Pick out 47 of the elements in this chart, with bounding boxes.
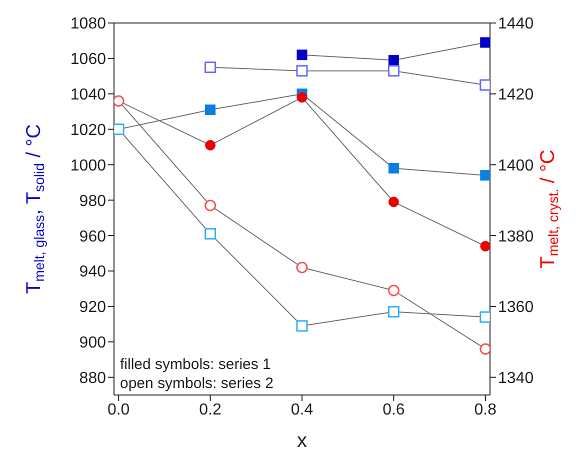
y-tick-label: 1080 <box>70 16 106 33</box>
point <box>296 262 308 274</box>
point <box>388 163 399 174</box>
y-tick-label: 1000 <box>70 157 106 174</box>
y-tick-label: 940 <box>79 264 106 281</box>
point <box>205 140 216 150</box>
y-tick-label: 920 <box>79 299 106 316</box>
point <box>296 50 308 60</box>
x-tick-label: 0.8 <box>474 401 497 418</box>
x-tick-label: 0.6 <box>382 401 405 418</box>
y-tick-label: 1040 <box>70 86 106 104</box>
x-tick-label: 0.0 <box>107 401 130 418</box>
point <box>296 92 308 103</box>
point <box>480 79 490 91</box>
point <box>388 306 400 318</box>
point <box>204 200 216 212</box>
point <box>205 104 216 116</box>
point <box>388 196 399 208</box>
point <box>388 65 400 77</box>
point <box>388 54 399 66</box>
y-tick-label: 880 <box>79 370 106 387</box>
y-tick-label: 1020 <box>70 122 106 139</box>
x-tick-label: 0.4 <box>290 401 314 418</box>
annotation: filled symbols: series 1 <box>120 356 271 373</box>
point <box>480 170 490 181</box>
y-tick-label: 960 <box>79 228 106 246</box>
point <box>388 284 400 296</box>
point <box>296 320 308 332</box>
y2-tick-label: 1400 <box>498 157 534 174</box>
y2-tick-label: 1340 <box>498 370 534 387</box>
annotation: open symbols: series 2 <box>120 375 274 392</box>
point <box>480 343 490 355</box>
y-tick-label: 900 <box>79 334 106 352</box>
point <box>204 228 216 240</box>
point <box>480 240 490 252</box>
point <box>204 62 216 74</box>
point <box>480 311 490 323</box>
y2-tick-label: 1380 <box>498 228 534 246</box>
y-tick-label: 980 <box>79 192 106 210</box>
point <box>480 37 490 48</box>
x-tick-label: 0.2 <box>199 401 222 418</box>
y2-tick-label: 1360 <box>498 299 534 316</box>
y2-tick-label: 1420 <box>498 86 534 104</box>
y-tick-label: 1060 <box>70 51 106 68</box>
x-axis-title: x <box>297 430 307 452</box>
point <box>296 65 308 77</box>
y2-tick-label: 1440 <box>498 16 534 33</box>
